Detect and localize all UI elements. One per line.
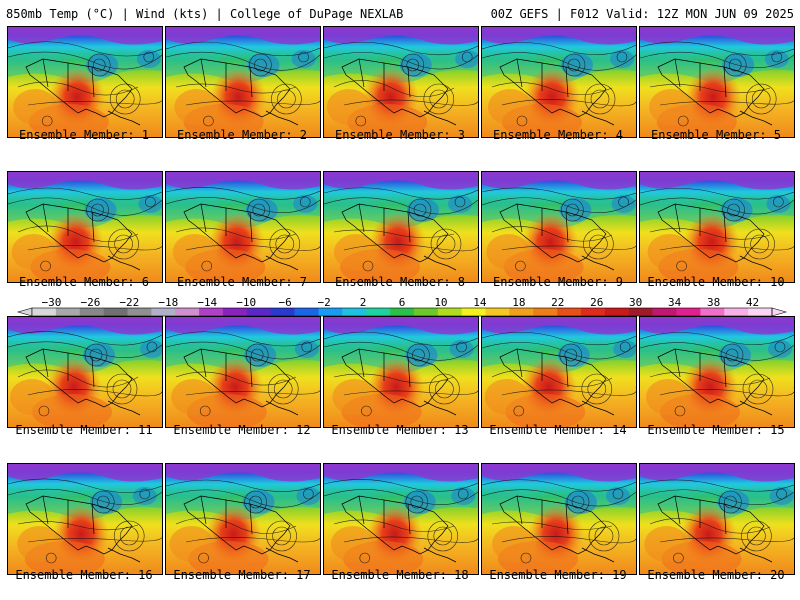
colorbar-tick-label: −22 <box>119 296 139 309</box>
colorbar-bin <box>628 308 653 316</box>
colorbar-tick-label: −30 <box>42 296 62 309</box>
colorbar-bin <box>103 308 128 316</box>
ensemble-member-map <box>7 171 163 283</box>
colorbar-tick-label: 6 <box>399 296 406 309</box>
ensemble-member-map <box>323 463 479 575</box>
colorbar-bin <box>366 308 391 316</box>
ensemble-member-map <box>323 171 479 283</box>
colorbar-tick-label: −26 <box>80 296 100 309</box>
colorbar-bin <box>55 308 81 316</box>
colorbar-tick-label: 34 <box>668 296 682 309</box>
ensemble-member-map <box>165 171 321 283</box>
colorbar-bin <box>509 308 534 316</box>
colorbar-bin <box>533 308 558 316</box>
colorbar-bin <box>748 308 773 316</box>
colorbar-tick-label: 26 <box>590 296 603 309</box>
ensemble-member-map <box>165 316 321 428</box>
ensemble-member-label: Ensemble Member: 15 <box>647 423 785 437</box>
colorbar-tick-label: 10 <box>434 296 447 309</box>
ensemble-member-map <box>639 463 795 575</box>
ensemble-member-map <box>639 316 795 428</box>
ensemble-member-label: Ensemble Member: 9 <box>492 275 624 289</box>
ensemble-member-map <box>7 316 163 428</box>
colorbar-bin <box>581 308 606 316</box>
ensemble-member-label: Ensemble Member: 18 <box>331 568 469 582</box>
colorbar-tick-label: −14 <box>197 296 217 309</box>
colorbar-tick-label: 18 <box>512 296 525 309</box>
ensemble-member-label: Ensemble Member: 17 <box>173 568 311 582</box>
ensemble-member-label: Ensemble Member: 19 <box>489 568 627 582</box>
colorbar-bin <box>437 308 462 316</box>
colorbar-bin <box>151 308 176 316</box>
ensemble-member-map <box>481 26 637 138</box>
colorbar-bin <box>485 308 510 316</box>
ensemble-member-label: Ensemble Member: 3 <box>334 128 466 142</box>
colorbar-bin <box>79 308 104 316</box>
colorbar-min-arrow <box>16 307 33 317</box>
colorbar-bin <box>127 308 152 316</box>
colorbar-tick-label: 38 <box>707 296 720 309</box>
colorbar-bin <box>604 308 630 316</box>
colorbar-bin <box>413 308 439 316</box>
colorbar-bin <box>222 308 248 316</box>
ensemble-member-map <box>165 463 321 575</box>
ensemble-member-label: Ensemble Member: 2 <box>176 128 308 142</box>
ensemble-member-map <box>481 316 637 428</box>
map-title: 850mb Temp (°C) | Wind (kts) | College o… <box>6 7 404 21</box>
ensemble-member-label: Ensemble Member: 10 <box>647 275 785 289</box>
ensemble-member-map <box>323 316 479 428</box>
colorbar-tick-label: −10 <box>236 296 256 309</box>
ensemble-member-map <box>481 463 637 575</box>
colorbar-bin <box>294 308 319 316</box>
colorbar-bin <box>246 308 272 316</box>
colorbar-tick-label: 22 <box>551 296 564 309</box>
ensemble-member-label: Ensemble Member: 4 <box>492 128 624 142</box>
ensemble-member-label: Ensemble Member: 20 <box>647 568 785 582</box>
ensemble-member-label: Ensemble Member: 8 <box>334 275 466 289</box>
colorbar-tick-label: 42 <box>746 296 759 309</box>
ensemble-member-map <box>639 171 795 283</box>
ensemble-member-label: Ensemble Member: 7 <box>176 275 308 289</box>
colorbar-bin <box>390 308 415 316</box>
ensemble-member-label: Ensemble Member: 16 <box>15 568 153 582</box>
colorbar-bin <box>724 308 749 316</box>
run-valid-time: 00Z GEFS | F012 Valid: 12Z MON JUN 09 20… <box>490 7 794 21</box>
colorbar-bin <box>270 308 295 316</box>
ensemble-member-map <box>7 26 163 138</box>
colorbar-bin <box>461 308 486 316</box>
colorbar-tick-label: −2 <box>317 296 330 309</box>
colorbar-bin <box>652 308 677 316</box>
colorbar-bin <box>342 308 367 316</box>
temperature-colorbar: −30 −26 −22 −18 −14 −10 −6 −2 2 6 10 14 18 22 26 30 34 38… <box>16 296 788 317</box>
colorbar-tick-label: 2 <box>360 296 367 309</box>
ensemble-member-label: Ensemble Member: 13 <box>331 423 469 437</box>
colorbar-tick-label: 14 <box>473 296 487 309</box>
ensemble-member-map <box>7 463 163 575</box>
colorbar-bin <box>175 308 200 316</box>
ensemble-member-map <box>165 26 321 138</box>
colorbar-bin <box>318 308 343 316</box>
ensemble-member-label: Ensemble Member: 6 <box>18 275 150 289</box>
ensemble-member-label: Ensemble Member: 5 <box>650 128 782 142</box>
ensemble-member-label: Ensemble Member: 11 <box>15 423 153 437</box>
colorbar-bin <box>700 308 725 316</box>
colorbar-bin <box>32 308 57 316</box>
colorbar-tick-label: 30 <box>629 296 642 309</box>
colorbar-tick-label: −6 <box>279 296 292 309</box>
ensemble-member-map <box>323 26 479 138</box>
colorbar-outline <box>31 307 773 317</box>
ensemble-member-label: Ensemble Member: 14 <box>489 423 627 437</box>
colorbar-bin <box>676 308 701 316</box>
colorbar-tick-label: −18 <box>158 296 178 309</box>
colorbar-max-arrow <box>771 307 788 317</box>
ensemble-member-label: Ensemble Member: 12 <box>173 423 311 437</box>
ensemble-member-map <box>639 26 795 138</box>
ensemble-member-label: Ensemble Member: 1 <box>18 128 150 142</box>
ensemble-member-map <box>481 171 637 283</box>
colorbar-bin <box>199 308 224 316</box>
colorbar-bin <box>557 308 582 316</box>
